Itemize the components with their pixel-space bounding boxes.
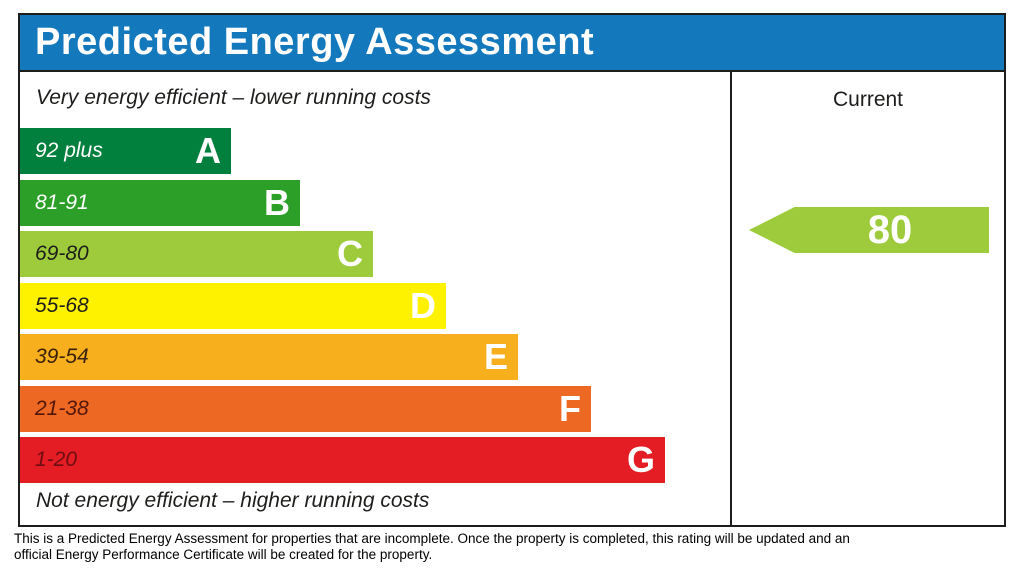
footer-note: This is a Predicted Energy Assessment fo… [14,531,1004,563]
band-row-f: 21-38 F [20,386,591,432]
epc-content: Very energy efficient – lower running co… [20,72,1004,525]
band-letter: E [483,336,508,377]
band-row-e: 39-54 E [20,334,518,380]
caption-top: Very energy efficient – lower running co… [36,86,431,109]
footer-line-2: official Energy Performance Certificate … [14,547,433,562]
chart-area: Very energy efficient – lower running co… [20,72,730,525]
page-title: Predicted Energy Assessment [35,21,595,63]
footer-line-1: This is a Predicted Energy Assessment fo… [14,531,850,546]
band-letter: C [337,233,363,274]
band-row-g: 1-20 G [20,437,665,483]
epc-header: Predicted Energy Assessment [20,15,1004,72]
current-rating-arrow: 80 [749,207,989,253]
band-letter: F [559,388,581,429]
band-row-d: 55-68 D [20,283,446,329]
band-letter: B [264,182,290,223]
band-letter: D [410,285,436,326]
band-row-b: 81-91 B [20,180,300,226]
band-range-label: 55-68 [35,294,89,317]
band-letter: A [195,130,221,171]
band-row-c: 69-80 C [20,231,373,277]
band-range-label: 1-20 [35,448,78,471]
current-column-header: Current [832,88,904,111]
band-range-label: 39-54 [35,345,89,368]
caption-bottom: Not energy efficient – higher running co… [36,489,430,512]
current-column: Current 80 [730,72,1004,525]
band-range-label: 69-80 [35,242,89,265]
band-letter: G [626,439,655,480]
current-rating-value: 80 [867,208,913,252]
band-range-label: 21-38 [35,397,89,420]
epc-box: Predicted Energy Assessment Very energy … [18,13,1006,527]
band-row-a: 92 plus A [20,128,231,174]
band-range-label: 92 plus [35,139,103,162]
band-range-label: 81-91 [35,191,89,214]
